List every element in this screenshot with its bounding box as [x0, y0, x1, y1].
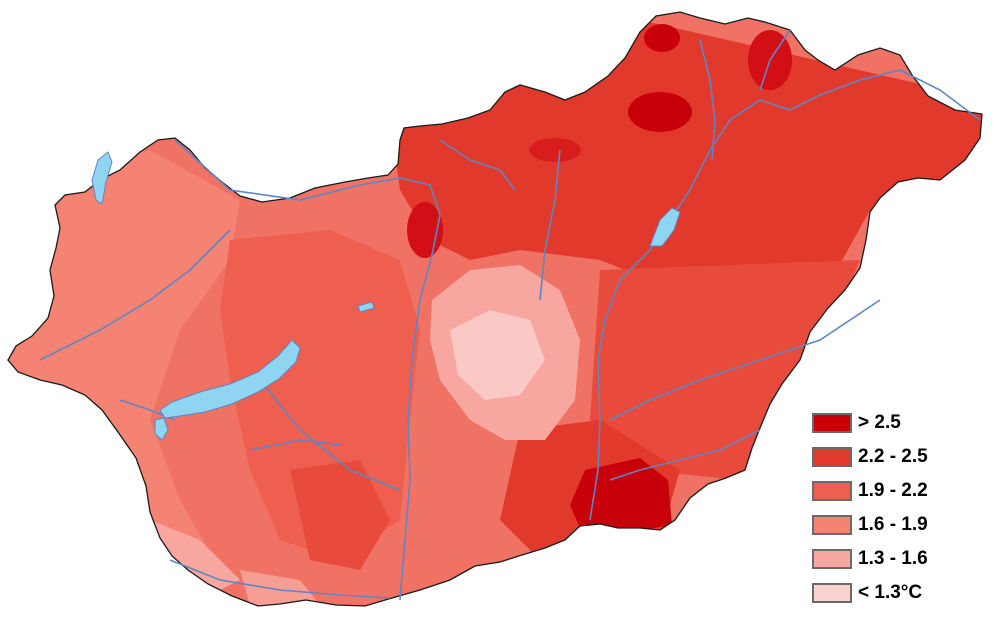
- zone-southwest-mid: [290, 460, 390, 570]
- zone-hotspot-1: [628, 92, 692, 132]
- river-maros: [609, 429, 761, 481]
- zone-east: [590, 260, 860, 480]
- country-border: [7, 11, 983, 607]
- legend-item: 1.9 - 2.2: [812, 474, 992, 508]
- lake-fertő: [91, 151, 113, 205]
- legend-label: < 1.3°C: [858, 582, 923, 603]
- river-raba: [39, 229, 231, 361]
- legend-label: 1.6 - 1.9: [858, 514, 928, 535]
- river-sio: [259, 379, 401, 491]
- legend-item: < 1.3°C: [812, 576, 992, 610]
- zone-hotspot-4: [529, 138, 581, 162]
- legend-label: 1.3 - 1.6: [858, 548, 928, 569]
- legend-swatch: [812, 515, 852, 535]
- river-drava: [169, 559, 391, 599]
- zone-south-light: [240, 570, 320, 606]
- river-hernad: [759, 29, 791, 91]
- river-danube: [174, 139, 441, 601]
- rivers: [39, 29, 981, 601]
- lake-velence: [357, 301, 375, 313]
- river-sajo: [699, 39, 716, 161]
- legend-label: 1.9 - 2.2: [858, 480, 928, 501]
- legend-item: 1.6 - 1.9: [812, 508, 992, 542]
- legend-swatch: [812, 583, 852, 603]
- legend-item: 1.3 - 1.6: [812, 542, 992, 576]
- legend-swatch: [812, 447, 852, 467]
- river-ipoly: [439, 139, 516, 191]
- legend-swatch: [812, 481, 852, 501]
- river-tisza: [589, 69, 981, 521]
- zone-south-hot: [570, 458, 672, 532]
- river-koros: [609, 299, 881, 421]
- legend: > 2.5 2.2 - 2.5 1.9 - 2.2 1.6 - 1.9 1.3 …: [812, 406, 992, 610]
- river-zagyva: [539, 149, 561, 301]
- legend-item: > 2.5: [812, 406, 992, 440]
- legend-item: 2.2 - 2.5: [812, 440, 992, 474]
- legend-swatch: [812, 549, 852, 569]
- lake-tisza: [649, 207, 681, 247]
- legend-label: 2.2 - 2.5: [858, 446, 928, 467]
- zone-hotspot-3: [644, 24, 680, 52]
- zone-central-lighter: [450, 310, 545, 400]
- lake-balaton: [159, 339, 301, 419]
- river-kapos: [249, 439, 341, 451]
- legend-label: > 2.5: [858, 412, 901, 433]
- legend-swatch: [812, 413, 852, 433]
- lake-kis-balaton: [154, 417, 169, 441]
